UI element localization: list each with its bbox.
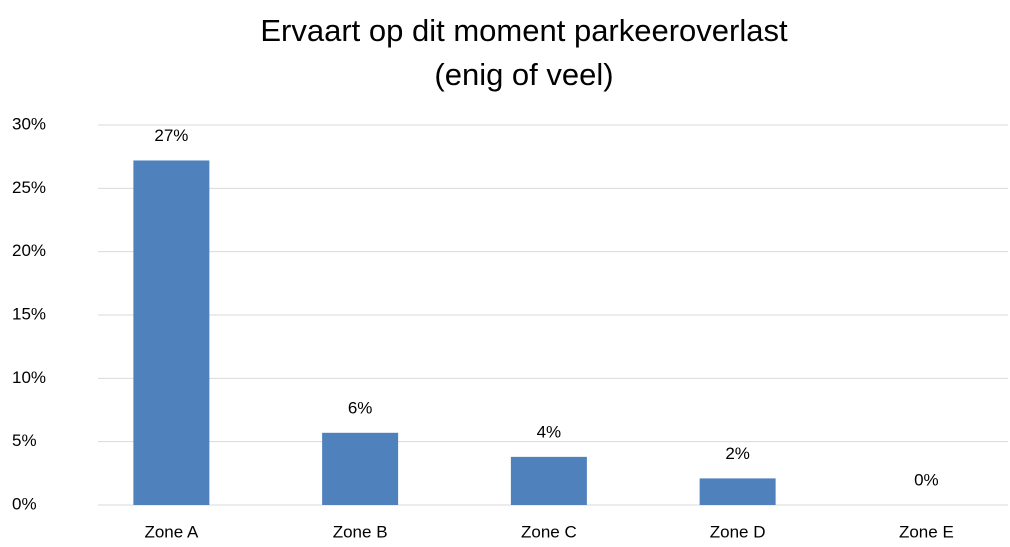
x-tick-label: Zone A (144, 522, 199, 541)
bar (322, 432, 399, 505)
y-tick-label: 20% (12, 241, 46, 260)
x-tick-label: Zone C (521, 522, 577, 541)
data-label: 6% (348, 398, 373, 417)
y-tick-label: 25% (12, 178, 46, 197)
x-tick-label: Zone B (333, 522, 388, 541)
bar (699, 478, 776, 505)
bar (510, 456, 587, 505)
data-label: 0% (914, 470, 939, 489)
chart-subtitle: (enig of veel) (434, 57, 613, 92)
bar (133, 160, 210, 505)
x-tick-label: Zone E (899, 522, 954, 541)
y-tick-label: 0% (12, 494, 37, 513)
y-tick-label: 30% (12, 114, 46, 133)
y-tick-label: 10% (12, 368, 46, 387)
x-tick-label: Zone D (710, 522, 766, 541)
data-label: 27% (154, 126, 188, 145)
y-tick-label: 5% (12, 431, 37, 450)
data-label: 4% (537, 422, 562, 441)
y-tick-label: 15% (12, 304, 46, 323)
data-label: 2% (725, 444, 750, 463)
chart-title: Ervaart op dit moment parkeeroverlast (260, 13, 788, 48)
